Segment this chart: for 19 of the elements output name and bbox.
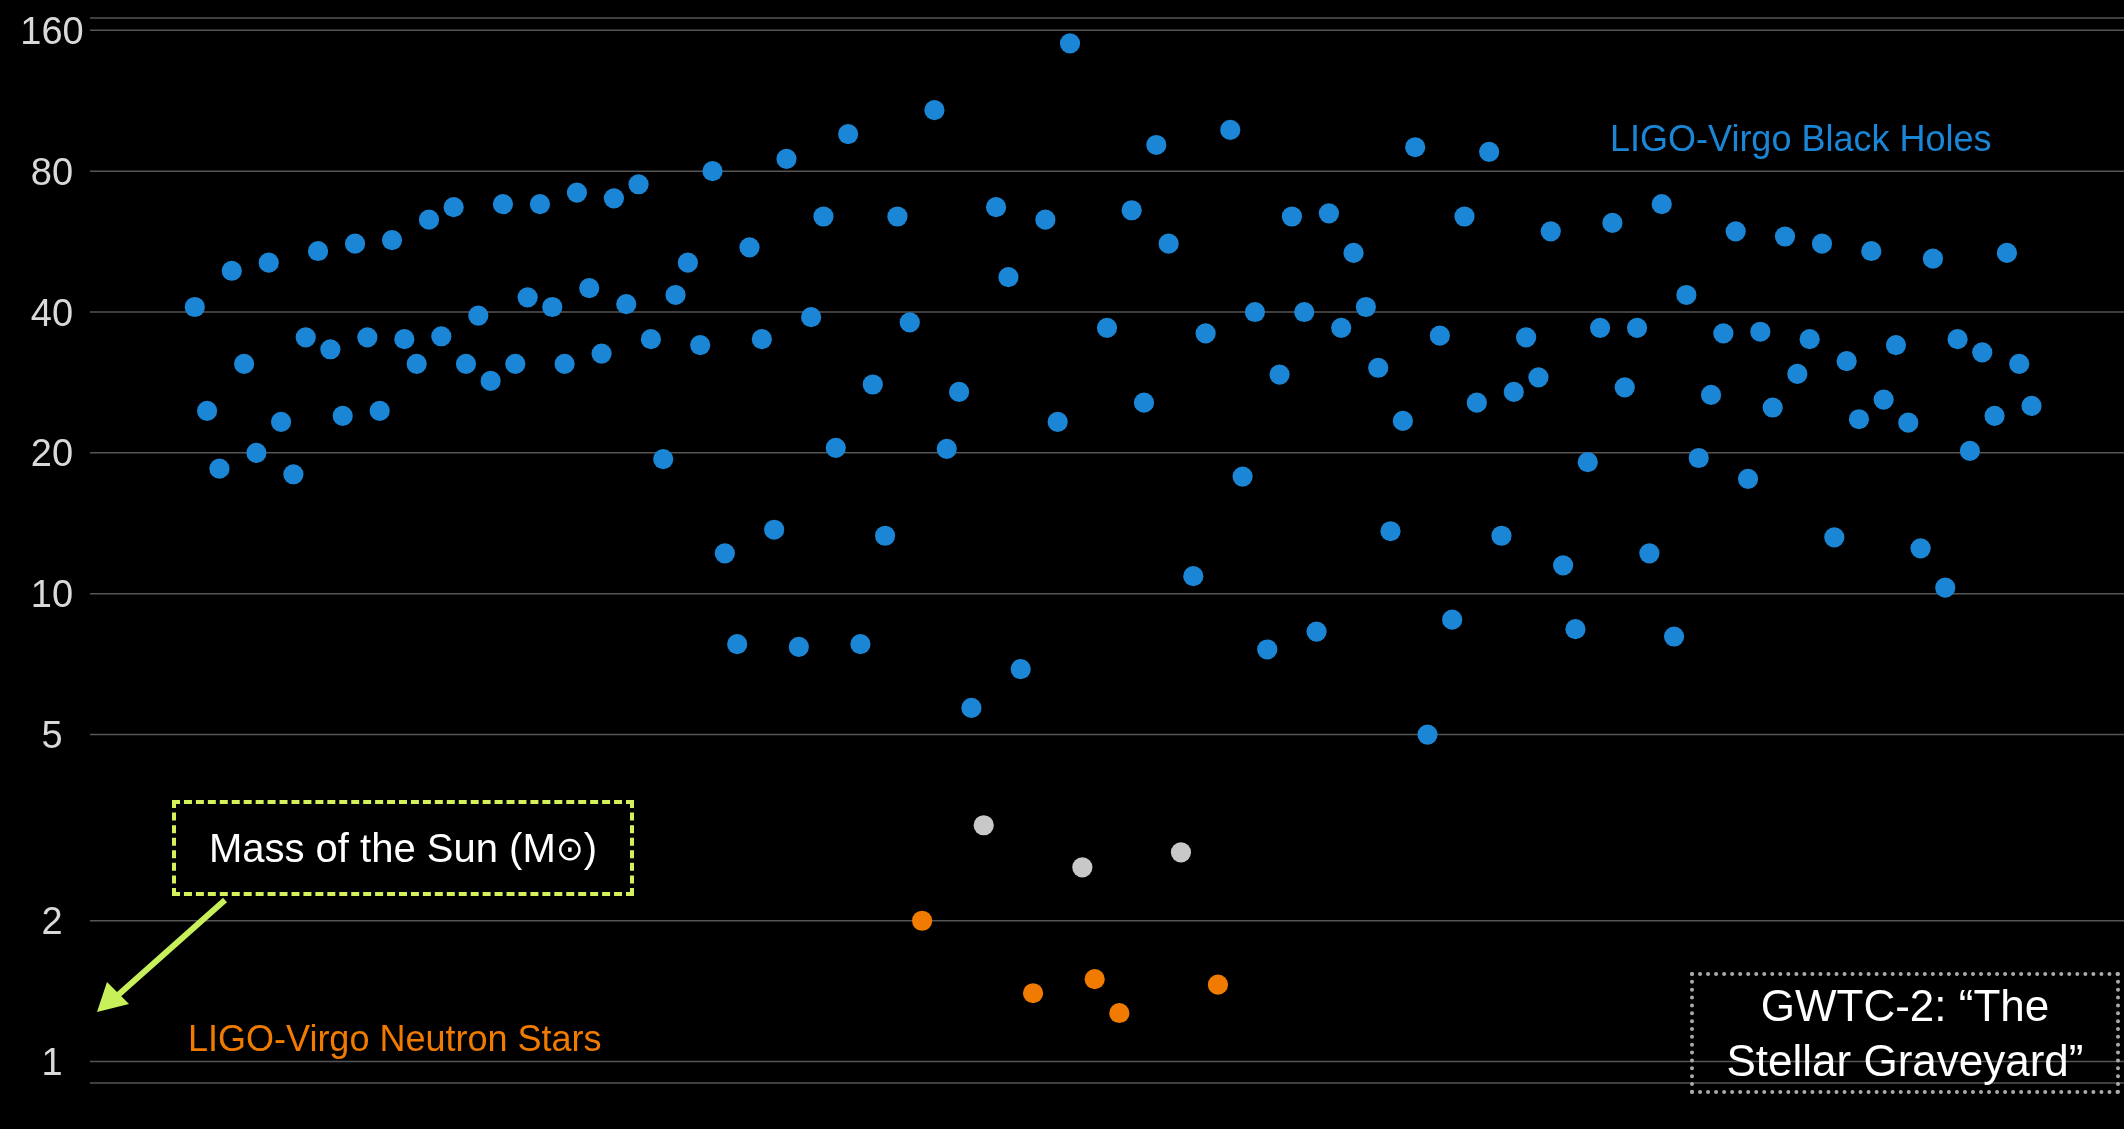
point bbox=[973, 815, 994, 836]
point bbox=[1022, 983, 1044, 1004]
y-tick-label: 5 bbox=[41, 714, 63, 757]
text: LIGO-Virgo Neutron Stars bbox=[188, 1018, 602, 1060]
y-tick-label: 80 bbox=[30, 150, 74, 193]
point bbox=[1207, 974, 1229, 995]
y-tick-label: 20 bbox=[30, 432, 74, 475]
y-tick-label: 1 bbox=[41, 1041, 63, 1084]
y-tick-label: 2 bbox=[41, 900, 63, 943]
series-label: LIGO-Virgo Black Holes bbox=[1610, 118, 1992, 160]
point bbox=[1109, 1002, 1130, 1024]
y-tick-label: 40 bbox=[30, 291, 74, 334]
text: GWTC-2: “The Stellar Graveyard” bbox=[1690, 972, 2120, 1094]
point bbox=[912, 910, 933, 931]
y-tick-label: 160 bbox=[20, 9, 84, 52]
y-tick-label: 10 bbox=[30, 573, 74, 616]
point bbox=[1072, 857, 1093, 878]
point bbox=[1084, 969, 1105, 990]
point bbox=[1170, 842, 1192, 863]
